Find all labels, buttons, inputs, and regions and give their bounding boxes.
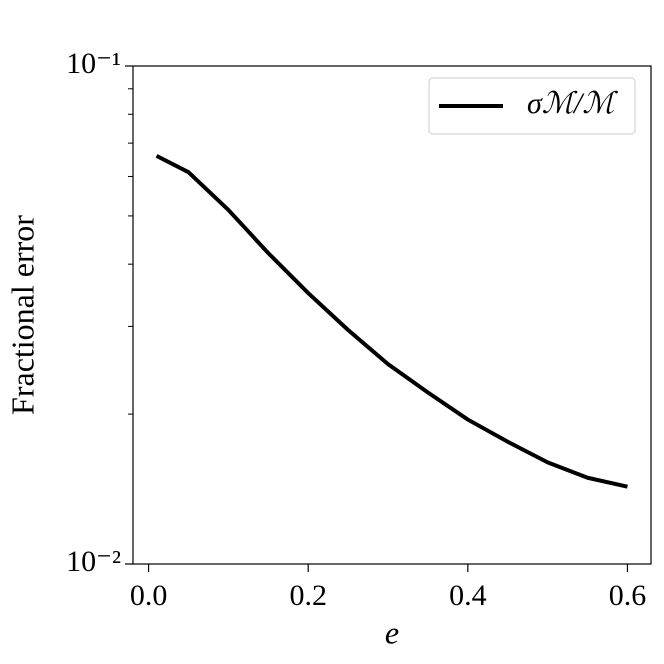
y-axis-label: Fractional error	[4, 215, 40, 415]
x-tick-label: 0.0	[130, 579, 168, 612]
line	[155, 154, 628, 489]
x-tick-label: 0.6	[609, 579, 647, 612]
y-tick-label: 10⁻²	[66, 545, 121, 578]
y-tick-label: 10⁻¹	[66, 47, 121, 80]
legend-label: σℳ/ℳ	[527, 87, 618, 120]
plot-frame	[132, 65, 652, 565]
x-tick-label: 0.4	[449, 579, 487, 612]
x-axis-label: e	[385, 614, 399, 650]
legend-box	[428, 77, 636, 135]
x-tick-label: 0.2	[289, 579, 327, 612]
